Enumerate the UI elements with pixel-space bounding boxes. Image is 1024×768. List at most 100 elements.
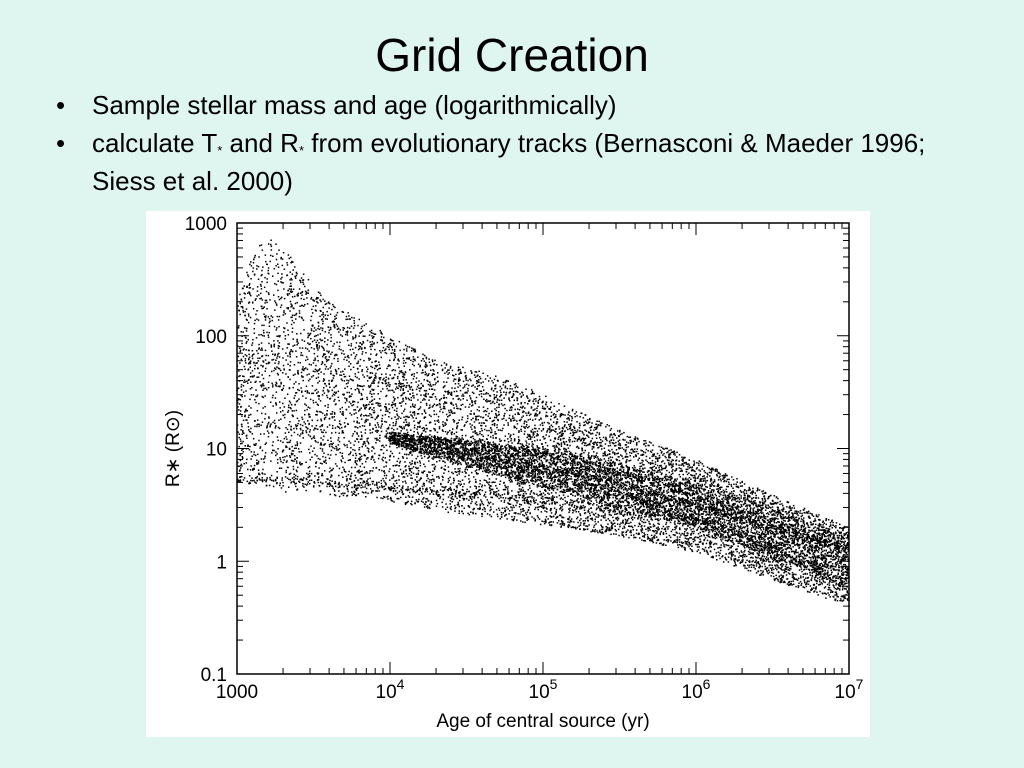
data-point: [463, 507, 465, 509]
data-point: [672, 465, 674, 467]
data-point: [801, 514, 804, 517]
data-point: [781, 565, 784, 567]
data-point: [237, 431, 239, 433]
data-point: [379, 329, 381, 332]
data-point: [241, 433, 243, 435]
data-point: [611, 469, 614, 472]
data-point: [710, 477, 712, 480]
data-point: [792, 557, 794, 559]
data-point: [363, 415, 365, 417]
data-point: [579, 416, 581, 418]
data-point: [696, 550, 698, 553]
data-point: [800, 552, 802, 554]
data-point: [499, 518, 501, 520]
data-point: [742, 535, 744, 537]
data-point: [326, 318, 328, 320]
data-point: [715, 552, 718, 554]
data-point: [672, 469, 674, 471]
data-point: [417, 426, 419, 428]
data-point: [844, 540, 846, 543]
data-point: [785, 561, 788, 564]
data-point: [802, 546, 804, 548]
data-point: [690, 528, 692, 531]
data-point: [250, 407, 252, 409]
data-point: [410, 437, 412, 439]
data-point: [640, 454, 642, 456]
data-point: [836, 595, 838, 598]
data-point: [256, 265, 258, 267]
data-point: [495, 509, 498, 511]
data-point: [735, 483, 737, 485]
data-point: [505, 506, 508, 508]
data-point: [394, 348, 396, 351]
data-point: [431, 406, 434, 408]
data-point: [794, 510, 796, 512]
data-point: [248, 287, 251, 289]
data-point: [813, 591, 815, 593]
data-point: [498, 404, 500, 406]
data-point: [608, 425, 610, 427]
data-point: [549, 431, 551, 433]
data-point: [732, 492, 734, 495]
data-point: [362, 335, 364, 337]
data-point: [385, 437, 388, 439]
data-point: [538, 458, 541, 461]
data-point: [661, 544, 664, 546]
data-point: [319, 462, 322, 464]
data-point: [560, 507, 562, 510]
data-point: [336, 449, 338, 451]
data-point: [344, 425, 347, 427]
data-point: [443, 403, 445, 405]
data-point: [258, 439, 260, 442]
data-point: [569, 425, 571, 428]
data-point: [731, 552, 734, 554]
data-point: [545, 415, 547, 418]
data-point: [695, 473, 697, 475]
data-point: [444, 372, 446, 374]
data-point: [439, 497, 441, 500]
data-point: [367, 448, 370, 450]
data-point: [279, 401, 281, 403]
data-point: [320, 294, 322, 297]
data-point: [403, 410, 405, 412]
data-point: [300, 451, 303, 453]
data-point: [726, 539, 728, 542]
data-point: [405, 473, 408, 475]
data-point: [301, 290, 304, 293]
data-point: [346, 444, 348, 446]
data-point: [453, 390, 456, 393]
data-point: [597, 456, 599, 458]
data-point: [402, 357, 404, 360]
data-point: [770, 537, 773, 540]
data-point: [262, 329, 265, 332]
data-point: [761, 526, 763, 528]
data-point: [840, 582, 843, 584]
data-point: [552, 495, 554, 497]
data-point: [319, 338, 321, 340]
data-point: [449, 494, 451, 496]
data-point: [496, 399, 499, 401]
data-point: [491, 496, 494, 499]
data-point: [657, 528, 659, 530]
data-point: [631, 516, 634, 518]
data-point: [515, 427, 518, 430]
data-point: [570, 518, 573, 520]
data-point: [489, 395, 492, 397]
data-point: [264, 317, 267, 319]
data-point: [450, 411, 452, 414]
data-point: [581, 499, 583, 502]
data-point: [759, 527, 761, 530]
data-point: [290, 407, 292, 410]
data-point: [418, 422, 420, 425]
data-point: [825, 557, 827, 560]
data-point: [839, 527, 841, 529]
data-point: [715, 543, 718, 545]
data-point: [403, 384, 406, 387]
data-point: [324, 368, 327, 370]
data-point: [797, 551, 799, 554]
bullet-text-mid: and R: [222, 128, 299, 158]
data-point: [725, 526, 727, 529]
data-point: [347, 354, 349, 357]
data-point: [242, 419, 245, 422]
data-point: [512, 393, 515, 395]
